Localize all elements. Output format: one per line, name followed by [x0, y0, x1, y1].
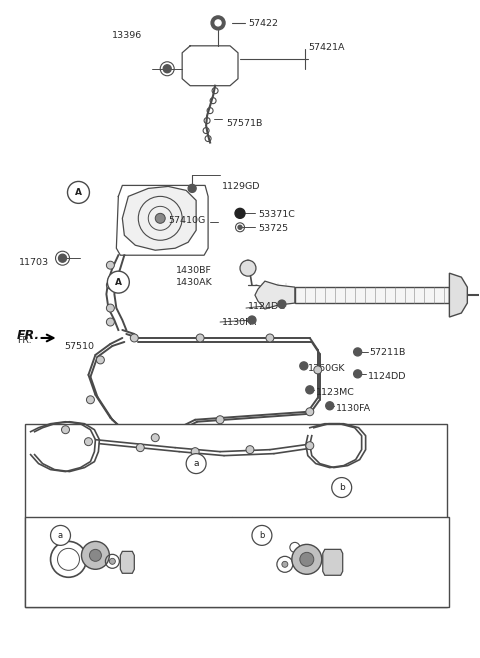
Circle shape: [68, 182, 89, 203]
Text: 1123MC: 1123MC: [316, 388, 355, 397]
Bar: [295, 287, 449, 303]
Bar: [24, 424, 447, 607]
Circle shape: [96, 356, 104, 364]
Text: 57555K: 57555K: [334, 534, 370, 542]
Text: 57422: 57422: [248, 19, 278, 28]
Text: 1430AK: 1430AK: [176, 278, 213, 287]
Circle shape: [86, 396, 95, 404]
Text: 57410G: 57410G: [168, 216, 205, 225]
Polygon shape: [323, 549, 343, 575]
Text: 1130FA: 1130FA: [222, 318, 257, 327]
Circle shape: [59, 254, 67, 262]
Circle shape: [246, 445, 254, 453]
Text: 57211B: 57211B: [370, 348, 406, 357]
Circle shape: [306, 442, 314, 449]
Text: FR.: FR.: [17, 330, 40, 342]
Circle shape: [354, 370, 361, 378]
Text: 57421A: 57421A: [308, 43, 344, 52]
Text: 57510: 57510: [64, 342, 95, 351]
Text: b: b: [339, 483, 345, 492]
Text: A: A: [115, 278, 122, 287]
Text: 1430BF: 1430BF: [176, 266, 212, 275]
Circle shape: [278, 300, 286, 308]
Circle shape: [82, 542, 109, 569]
Polygon shape: [120, 551, 134, 573]
Polygon shape: [255, 281, 295, 309]
Circle shape: [300, 552, 314, 567]
Text: b: b: [259, 531, 264, 540]
Circle shape: [89, 549, 101, 561]
Circle shape: [282, 561, 288, 567]
Circle shape: [191, 447, 199, 455]
Text: 57240: 57240: [96, 551, 126, 561]
Circle shape: [300, 362, 308, 370]
Text: 1124DG: 1124DG: [248, 302, 287, 311]
Text: 1129GD: 1129GD: [222, 182, 261, 191]
Circle shape: [235, 209, 245, 218]
Circle shape: [61, 426, 70, 434]
Bar: [24, 517, 449, 607]
Circle shape: [163, 64, 171, 73]
Circle shape: [326, 402, 334, 410]
Circle shape: [107, 318, 114, 326]
Circle shape: [107, 304, 114, 312]
Circle shape: [240, 260, 256, 276]
Circle shape: [50, 526, 71, 545]
Text: 57239E: 57239E: [83, 575, 119, 584]
Circle shape: [211, 16, 225, 30]
Text: 13396: 13396: [112, 31, 143, 40]
Circle shape: [248, 316, 256, 324]
Circle shape: [151, 434, 159, 442]
Circle shape: [306, 386, 314, 393]
Text: 57571B: 57571B: [226, 118, 263, 128]
Text: FR.: FR.: [17, 336, 31, 345]
Circle shape: [188, 184, 196, 192]
Polygon shape: [122, 186, 196, 250]
Text: 53371C: 53371C: [258, 211, 295, 219]
Circle shape: [108, 271, 129, 293]
Text: 57240: 57240: [272, 545, 302, 555]
Polygon shape: [449, 273, 468, 317]
Text: A: A: [75, 188, 82, 197]
Text: 57239E: 57239E: [248, 567, 284, 576]
Circle shape: [332, 478, 352, 497]
Text: 57252B: 57252B: [310, 583, 346, 592]
Circle shape: [252, 526, 272, 545]
Circle shape: [186, 453, 206, 474]
Text: 1124DD: 1124DD: [368, 372, 406, 381]
Text: 1360GK: 1360GK: [308, 364, 345, 373]
Circle shape: [130, 334, 138, 342]
Circle shape: [238, 225, 242, 229]
Circle shape: [196, 334, 204, 342]
Circle shape: [109, 559, 115, 565]
Circle shape: [215, 20, 221, 26]
Circle shape: [354, 348, 361, 356]
Circle shape: [314, 366, 322, 374]
Text: 11703: 11703: [19, 258, 49, 267]
Circle shape: [107, 261, 114, 269]
Circle shape: [107, 281, 114, 289]
Text: a: a: [58, 531, 63, 540]
Circle shape: [306, 408, 314, 416]
Circle shape: [292, 544, 322, 574]
Circle shape: [136, 443, 144, 451]
Text: 53725: 53725: [258, 224, 288, 234]
Text: a: a: [193, 459, 199, 468]
Circle shape: [266, 334, 274, 342]
Circle shape: [84, 438, 93, 445]
Circle shape: [155, 213, 165, 223]
Circle shape: [216, 416, 224, 424]
Text: 1130FA: 1130FA: [336, 404, 371, 413]
